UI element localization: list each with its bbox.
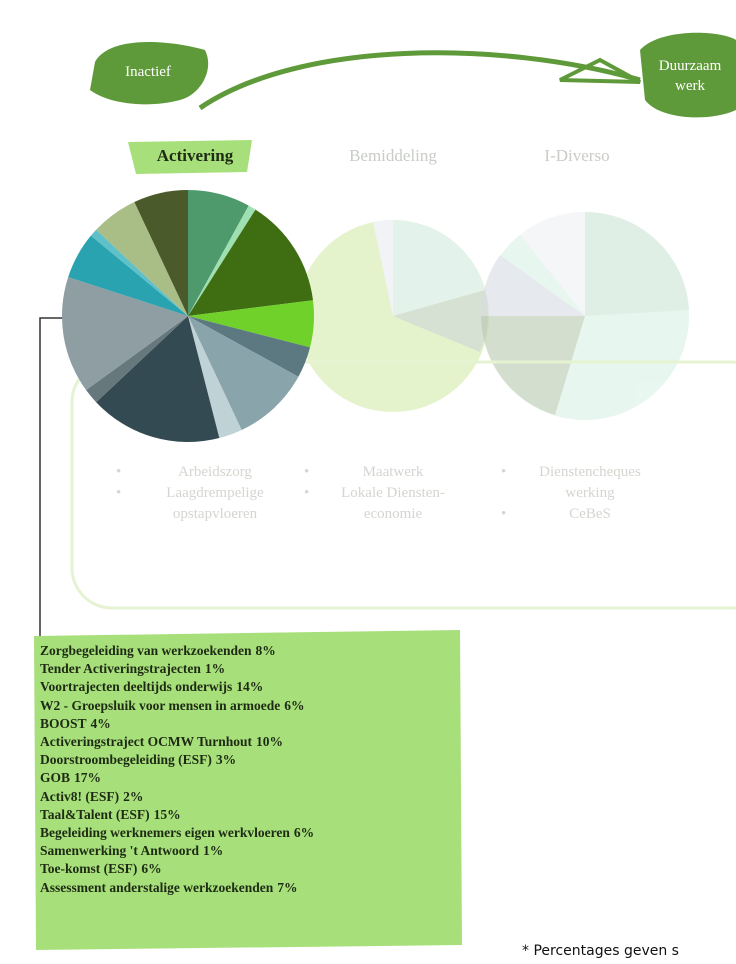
legend-value: 15% <box>154 807 181 822</box>
legend-label: Voortrajecten deeltijds onderwijs <box>40 679 232 694</box>
legend: Zorgbegeleiding van werkzoekenden 8% Tende… <box>40 642 314 897</box>
legend-label: Assessment anderstalige werkzoekenden <box>40 880 273 895</box>
bullet: Arbeidszorg <box>130 462 300 483</box>
pie <box>62 190 314 442</box>
legend-label: Samenwerking 't Antwoord <box>40 843 199 858</box>
legend-value: 6% <box>141 861 161 876</box>
leader-line <box>40 318 64 640</box>
legend-entry: Assessment anderstalige werkzoekenden 7% <box>40 879 314 897</box>
blob <box>640 33 736 118</box>
end-label: Duurzaam <box>659 58 722 74</box>
legend-entry: GOB 17% <box>40 769 314 787</box>
legend-label: Tender Activeringstrajecten <box>40 661 201 676</box>
legend-entry: Doorstroombegeleiding (ESF) 3% <box>40 751 314 769</box>
bullet-list: Dienstencheques werking CeBeS <box>515 462 665 525</box>
legend-entry: Taal&Talent (ESF) 15% <box>40 806 314 824</box>
legend-entry: W2 - Groepsluik voor mensen in armoede 6% <box>40 697 314 715</box>
legend-value: 6% <box>284 698 304 713</box>
legend-entry: Tender Activeringstrajecten 1% <box>40 660 314 678</box>
legend-label: Doorstroombegeleiding (ESF) <box>40 752 212 767</box>
legend-value: 4% <box>91 716 111 731</box>
bullet-list: Maatwerk Lokale Diensten-economie <box>318 462 468 525</box>
legend-value: 2% <box>123 789 143 804</box>
legend-label: Activeringstraject OCMW Turnhout <box>40 734 252 749</box>
legend-entry: Samenwerking 't Antwoord 1% <box>40 842 314 860</box>
legend-label: Toe-komst (ESF) <box>40 861 137 876</box>
legend-entry: Begeleiding werknemers eigen werkvloeren… <box>40 824 314 842</box>
legend-value: 3% <box>216 752 236 767</box>
phase-label: Bemiddeling <box>313 146 473 166</box>
legend-label: Zorgbegeleiding van werkzoekenden <box>40 643 252 658</box>
start-label: Inactief <box>125 64 171 80</box>
legend-label: BOOST <box>40 716 87 731</box>
legend-entry: Zorgbegeleiding van werkzoekenden 8% <box>40 642 314 660</box>
legend-value: 8% <box>256 643 276 658</box>
bullet: Maatwerk <box>318 462 468 483</box>
legend-entry: BOOST 4% <box>40 715 314 733</box>
bullet: Dienstencheques werking <box>515 462 665 504</box>
legend-value: 10% <box>256 734 283 749</box>
legend-label: GOB <box>40 770 70 785</box>
faded-pie <box>481 212 689 420</box>
legend-label: Begeleiding werknemers eigen werkvloeren <box>40 825 290 840</box>
legend-entry: Voortrajecten deeltijds onderwijs 14% <box>40 678 314 696</box>
bullet: Laagdrempelige opstapvloeren <box>130 483 300 525</box>
faded-pie <box>297 220 489 412</box>
bullet: CeBeS <box>515 504 665 525</box>
legend-entry: Activeringstraject OCMW Turnhout 10% <box>40 733 314 751</box>
legend-label: Activ8! (ESF) <box>40 789 119 804</box>
legend-entry: Toe-komst (ESF) 6% <box>40 860 314 878</box>
phase-label: Activering <box>115 146 275 166</box>
page: {"header": {"start": "Inactief", "end_li… <box>0 0 736 964</box>
legend-entry: Activ8! (ESF) 2% <box>40 788 314 806</box>
legend-value: 1% <box>205 661 225 676</box>
legend-label: W2 - Groepsluik voor mensen in armoede <box>40 698 280 713</box>
legend-value: 14% <box>236 679 263 694</box>
bullet-list: Arbeidszorg Laagdrempelige opstapvloeren <box>130 462 300 525</box>
legend-value: 17% <box>74 770 101 785</box>
footnote: * Percentages geven s <box>522 943 679 959</box>
legend-value: 7% <box>277 880 297 895</box>
legend-label: Taal&Talent (ESF) <box>40 807 150 822</box>
legend-value: 6% <box>294 825 314 840</box>
legend-value: 1% <box>203 843 223 858</box>
phase-label: I-Diverso <box>497 146 657 166</box>
bullet: Lokale Diensten-economie <box>318 483 468 525</box>
end-label: werk <box>675 78 705 94</box>
